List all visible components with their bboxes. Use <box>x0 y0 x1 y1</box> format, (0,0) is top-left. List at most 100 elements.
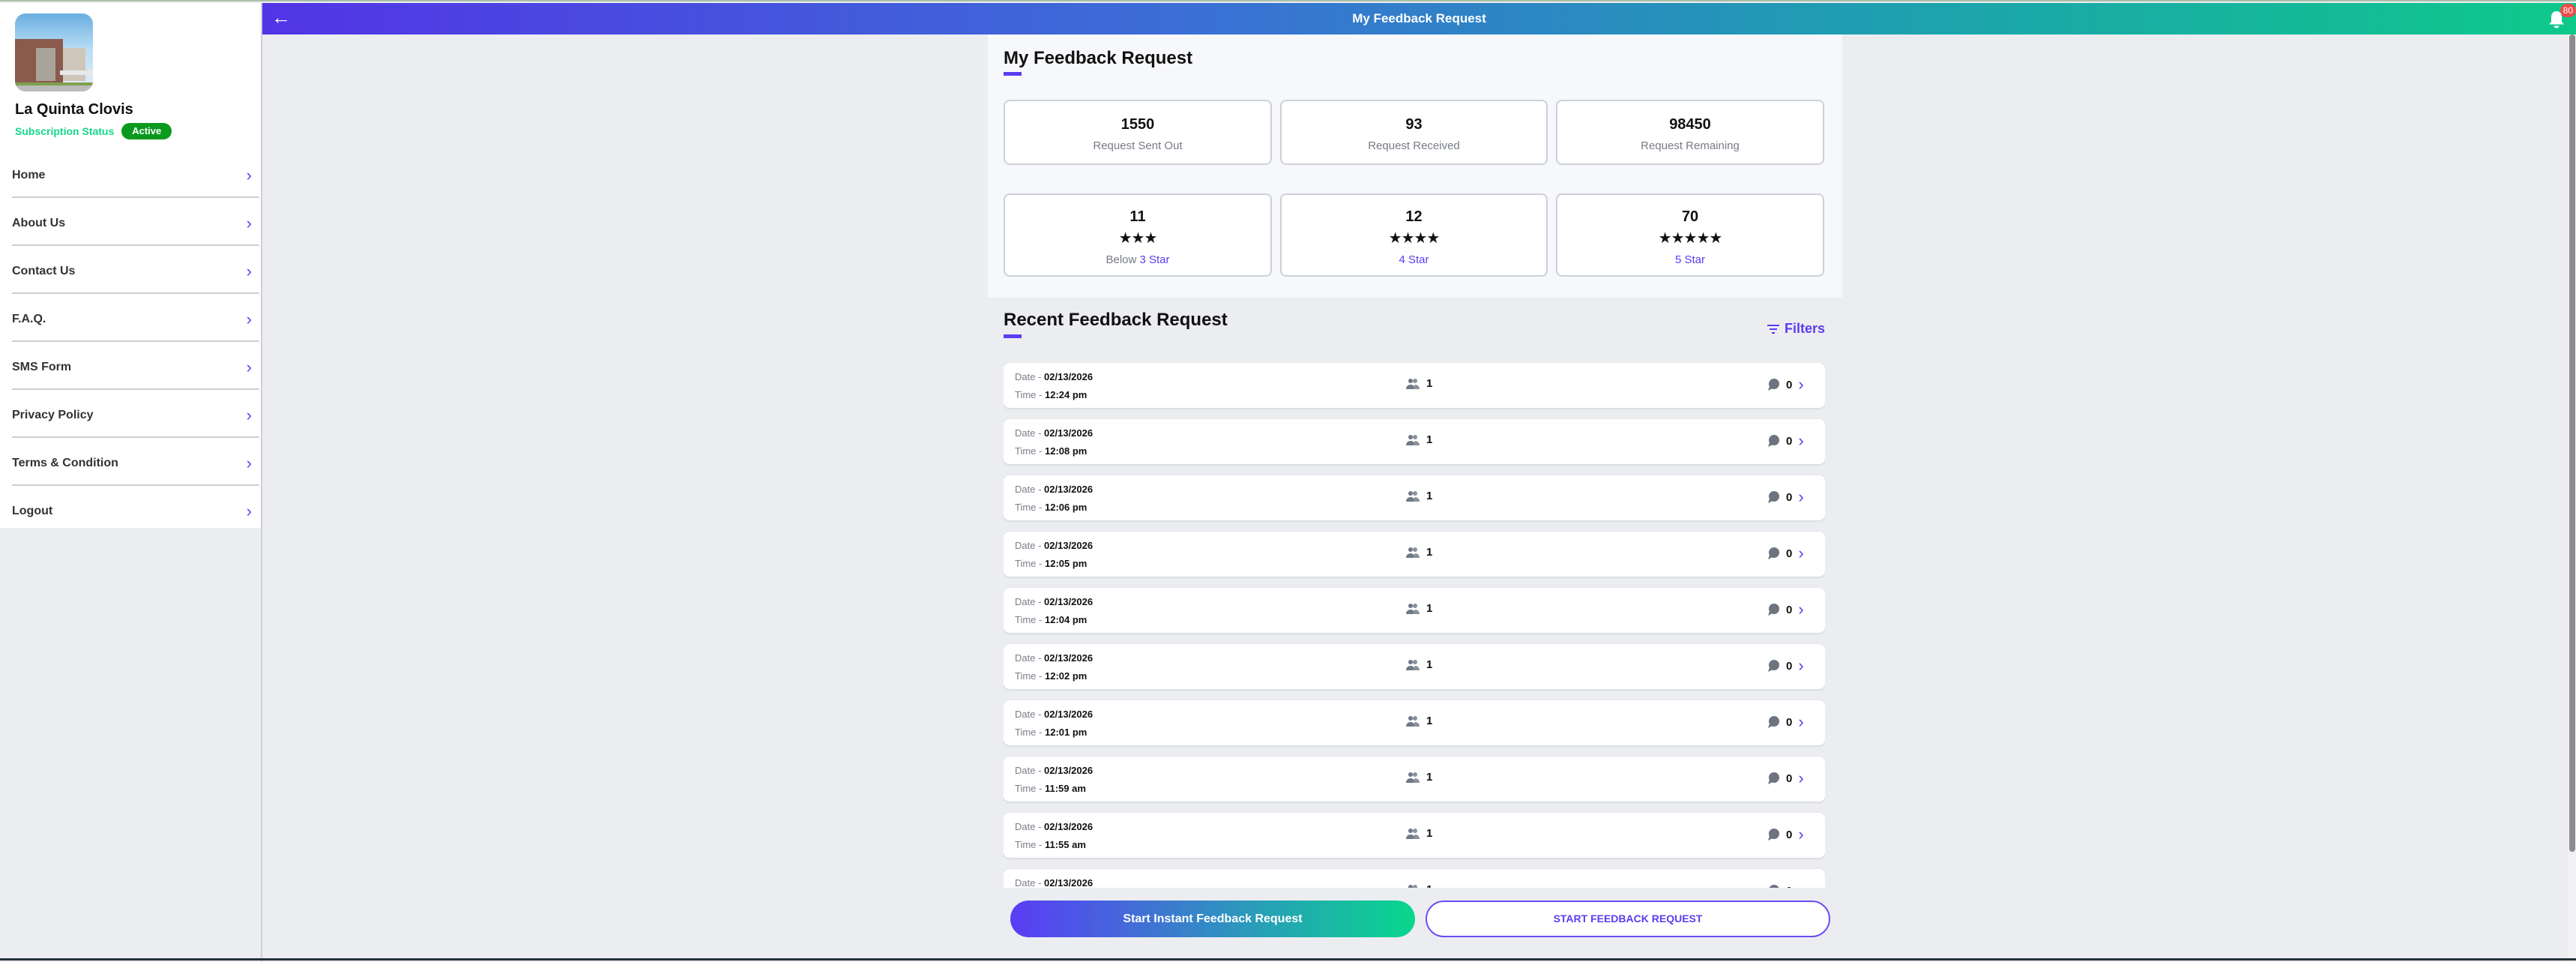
response-count: 0 <box>1786 772 1793 785</box>
rating-label: 4 Star <box>1399 253 1429 266</box>
people-icon <box>1406 434 1420 445</box>
start-instant-feedback-button[interactable]: Start Instant Feedback Request <box>1010 901 1415 937</box>
rating-card-below-3[interactable]: 11 ★★★ Below 3 Star <box>1004 193 1272 277</box>
list-item[interactable]: Date - 02/13/2026 Time - 12:04 pm 1 0 › <box>1004 588 1825 633</box>
list-item[interactable]: Date - 02/13/2026 Time - 11:59 am 1 0 › <box>1004 757 1825 802</box>
top-header: ← My Feedback Request 80 <box>262 3 2576 34</box>
chevron-right-icon[interactable]: › <box>1798 375 1804 394</box>
page-title: My Feedback Request <box>1352 11 1486 25</box>
response-count: 0 <box>1786 715 1793 729</box>
rating-prefix: Below <box>1105 253 1137 266</box>
chevron-right-icon[interactable]: › <box>1798 600 1804 619</box>
summary-title: My Feedback Request <box>1004 48 1193 68</box>
star-icons: ★★★ <box>1118 230 1158 247</box>
status-badge: Active <box>121 123 172 139</box>
recipients-group: 1 <box>1405 771 1432 784</box>
chevron-right-icon: › <box>246 214 252 232</box>
stat-card-received: 93 Request Received <box>1280 100 1548 165</box>
sidebar-item-terms[interactable]: Terms & Condition › <box>12 438 259 486</box>
chevron-right-icon[interactable]: › <box>1798 544 1804 562</box>
rating-label: 3 Star <box>1139 253 1170 266</box>
list-item[interactable]: Date - 02/13/2026 Time - 12:01 pm 1 0 › <box>1004 700 1825 745</box>
rating-count: 11 <box>1129 208 1146 225</box>
people-icon <box>1406 490 1420 502</box>
list-item[interactable]: Date - 02/13/2026 Time - 12:02 pm 1 0 › <box>1004 644 1825 689</box>
recipients-group: 1 <box>1405 546 1432 559</box>
response-count: 0 <box>1786 434 1793 448</box>
chevron-right-icon[interactable]: › <box>1798 431 1804 450</box>
business-name: La Quinta Clovis <box>15 101 133 118</box>
sidebar-item-logout[interactable]: Logout › <box>12 486 259 534</box>
list-item[interactable]: Date - 02/13/2026 Time - 12:06 pm 1 0 › <box>1004 475 1825 520</box>
recipients-group: 1 <box>1405 883 1432 888</box>
sidebar-item-label: Privacy Policy <box>12 409 94 421</box>
chat-bubble-icon <box>1768 829 1779 841</box>
responses-group: 0› <box>1767 375 1804 394</box>
list-item[interactable]: Date - 02/13/2026 Time - 12:05 pm 1 0 › <box>1004 532 1825 577</box>
sidebar-item-privacy-policy[interactable]: Privacy Policy › <box>12 390 259 438</box>
list-item[interactable]: Date - 02/13/2026 Time - 1 0› <box>1004 869 1825 888</box>
scrollbar-thumb[interactable] <box>2569 34 2575 852</box>
response-count: 0 <box>1786 547 1793 560</box>
sidebar-item-label: Home <box>12 169 46 181</box>
recipient-count: 1 <box>1426 433 1433 446</box>
responses-group: 0› <box>1767 769 1804 787</box>
business-logo <box>15 13 93 91</box>
people-icon <box>1408 884 1417 888</box>
rating-card-4-star[interactable]: 12 ★★★★ 4 Star <box>1280 193 1548 277</box>
chevron-right-icon[interactable]: › <box>1798 883 1803 889</box>
chevron-right-icon: › <box>246 502 252 520</box>
filters-label: Filters <box>1785 321 1826 336</box>
time-text: Time - 12:01 pm <box>1015 727 1088 738</box>
recipient-count: 1 <box>1426 377 1433 390</box>
chevron-right-icon[interactable]: › <box>1798 769 1804 787</box>
people-icon <box>1406 378 1420 389</box>
list-item[interactable]: Date - 02/13/2026 Time - 11:55 am 1 0 › <box>1004 813 1825 858</box>
filters-button[interactable]: Filters <box>1767 321 1825 337</box>
time-text: Time - 12:06 pm <box>1015 502 1088 513</box>
scrollbar[interactable] <box>2568 34 2576 962</box>
stat-label: Request Remaining <box>1641 139 1740 152</box>
date-text: Date - 02/13/2026 <box>1015 765 1094 776</box>
sidebar-item-faq[interactable]: F.A.Q. › <box>12 294 259 342</box>
chevron-right-icon[interactable]: › <box>1798 825 1804 844</box>
recent-list: Date - 02/13/2026 Time - 12:24 pm 1 0 › Da… <box>1004 363 1825 888</box>
start-feedback-request-button[interactable]: START FEEDBACK REQUEST <box>1426 901 1830 937</box>
response-count: 0 <box>1786 603 1793 616</box>
chevron-right-icon: › <box>246 262 252 280</box>
responses-group: 0› <box>1767 825 1804 844</box>
chevron-right-icon[interactable]: › <box>1798 712 1804 731</box>
title-underline <box>1004 334 1022 338</box>
date-text: Date - 02/13/2026 <box>1015 484 1094 495</box>
list-item[interactable]: Date - 02/13/2026 Time - 12:08 pm 1 0 › <box>1004 419 1825 464</box>
stat-value: 98450 <box>1669 116 1711 133</box>
star-icons: ★★★★ <box>1388 230 1441 247</box>
sidebar-item-label: Logout <box>12 505 53 517</box>
chat-bubble-icon <box>1768 435 1779 447</box>
title-underline <box>1004 72 1022 76</box>
rating-count: 70 <box>1681 208 1699 225</box>
rating-card-5-star[interactable]: 70 ★★★★★ 5 Star <box>1556 193 1824 277</box>
list-item[interactable]: Date - 02/13/2026 Time - 12:24 pm 1 0 › <box>1004 363 1825 408</box>
sidebar-item-contact-us[interactable]: Contact Us › <box>12 246 259 294</box>
stat-label: Request Received <box>1368 139 1460 152</box>
sidebar-item-home[interactable]: Home › <box>12 150 259 198</box>
chevron-right-icon: › <box>246 358 252 376</box>
response-count: 0 <box>1786 378 1793 391</box>
sidebar-item-sms-form[interactable]: SMS Form › <box>12 342 259 390</box>
chat-bubble-icon <box>1768 660 1779 672</box>
people-icon <box>1406 828 1420 839</box>
chevron-right-icon[interactable]: › <box>1798 487 1804 506</box>
recent-title: Recent Feedback Request <box>1004 310 1228 330</box>
response-count: 0 <box>1786 885 1792 889</box>
chevron-right-icon[interactable]: › <box>1798 656 1804 675</box>
notification-count-badge: 80 <box>2560 4 2576 17</box>
chevron-right-icon: › <box>246 166 252 184</box>
arrow-left-icon[interactable]: ← <box>271 6 291 28</box>
bell-icon[interactable] <box>2548 10 2566 29</box>
sidebar-item-label: Contact Us <box>12 265 76 277</box>
date-text: Date - 02/13/2026 <box>1015 427 1094 439</box>
sidebar-item-label: Terms & Condition <box>12 457 118 469</box>
people-icon <box>1406 772 1420 783</box>
sidebar-item-about-us[interactable]: About Us › <box>12 198 259 246</box>
